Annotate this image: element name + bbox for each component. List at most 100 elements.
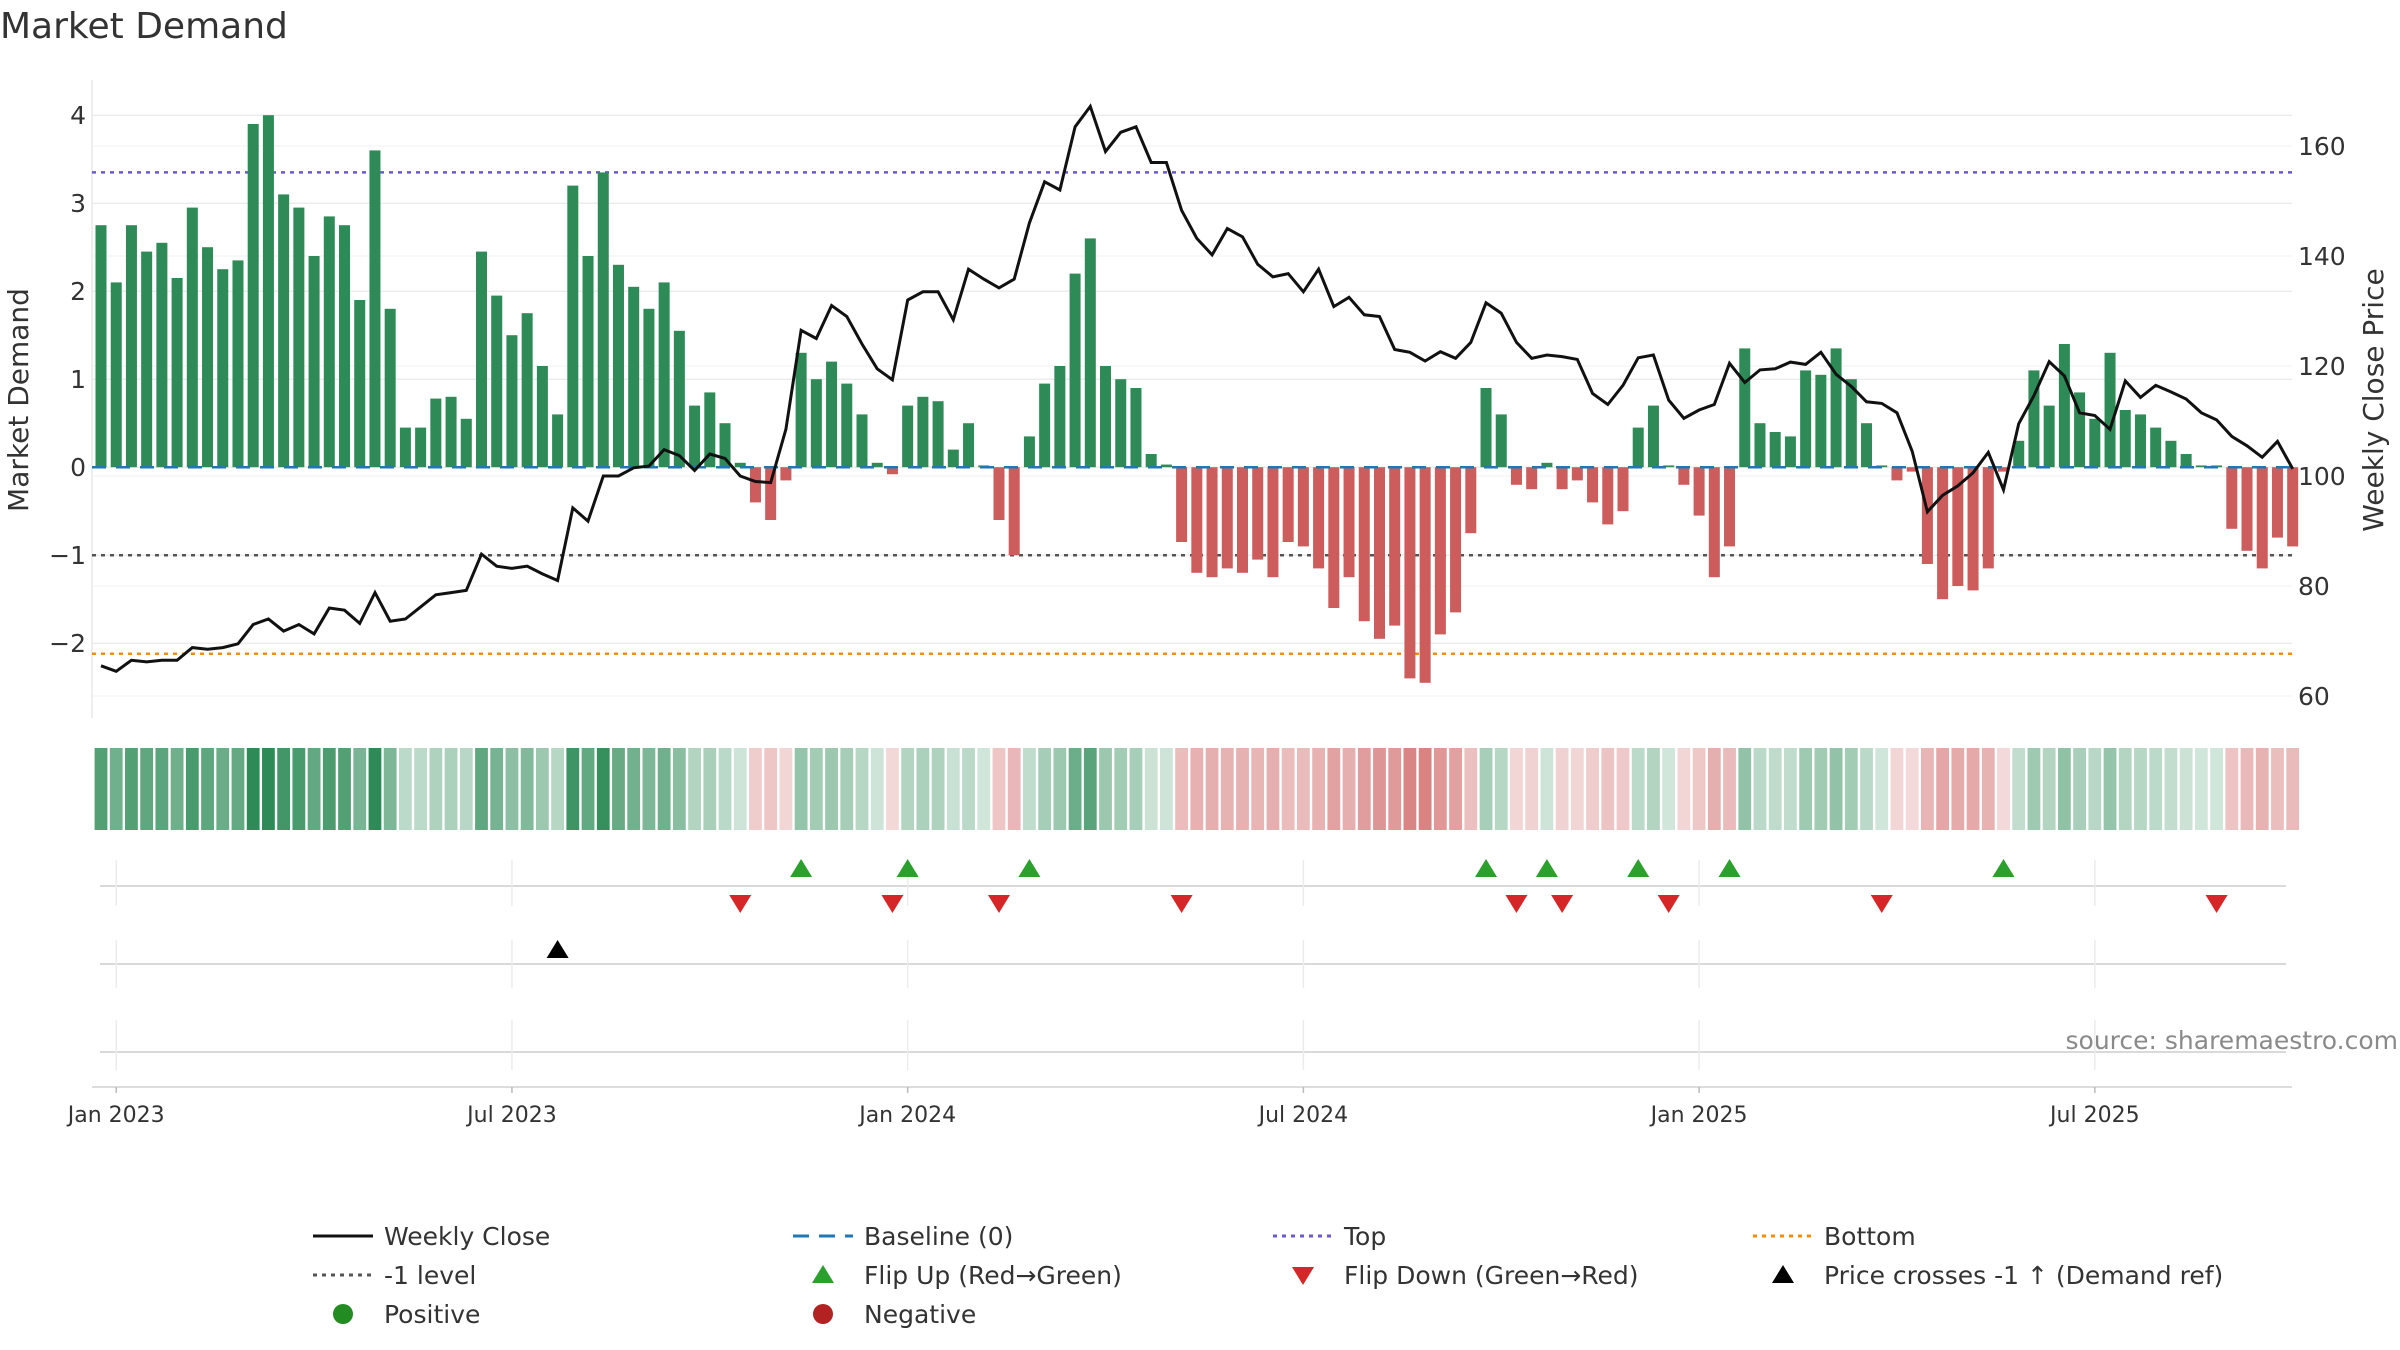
demand-bar (2074, 392, 2086, 468)
demand-bar (963, 423, 975, 468)
demand-bar (1815, 374, 1827, 468)
demand-bar (2165, 440, 2177, 468)
gridlines (92, 114, 2292, 697)
demand-bar (1434, 467, 1446, 635)
heat-cell (1433, 748, 1447, 830)
demand-bar (278, 194, 290, 468)
heat-cell (1829, 748, 1843, 830)
heat-cell (855, 748, 869, 830)
legend-item-top: Top (1273, 1222, 1386, 1251)
heat-cell (2286, 748, 2300, 830)
demand-bar (1054, 366, 1066, 468)
heat-cell (1951, 748, 1965, 830)
heat-cell (2225, 748, 2239, 830)
legend-flip-down-marker (1292, 1267, 1314, 1285)
demand-bar (1389, 467, 1401, 626)
heat-cell (201, 748, 214, 830)
demand-bar (1967, 467, 1979, 591)
demand-bar (1373, 467, 1385, 639)
heat-cell (353, 748, 367, 830)
y-axis-label: Market Demand (2, 288, 35, 512)
heat-cell (1357, 748, 1371, 830)
heat-cell (672, 748, 686, 830)
demand-bar (1526, 467, 1538, 490)
heat-cell (231, 748, 245, 830)
flip-down-marker (1551, 895, 1574, 913)
demand-bar (186, 207, 198, 468)
demand-bar (217, 269, 229, 468)
flip-panel-gridlines (115, 860, 2096, 906)
heat-cell (779, 748, 793, 830)
heat-cell (1144, 748, 1158, 830)
heat-cell (475, 748, 488, 830)
y2-axis-ticks: 60 80 100 120 140 160 (2298, 132, 2346, 711)
x-tick-label: Jan 2025 (1649, 1103, 1748, 1128)
demand-bar (749, 467, 761, 503)
flip-down-marker (1870, 895, 1893, 913)
demand-bar (262, 115, 274, 468)
flip-signal-panel (100, 859, 2286, 913)
heat-cell (2240, 748, 2254, 830)
demand-bar (1160, 464, 1172, 468)
heat-cell (1981, 748, 1995, 830)
demand-bar (460, 418, 472, 468)
heat-cell (2149, 748, 2163, 830)
heat-cell (2164, 748, 2178, 830)
heat-cell (246, 748, 260, 830)
legend-flip-down-label: Flip Down (Green→Red) (1344, 1261, 1639, 1290)
heat-cell (627, 748, 641, 830)
heat-cell (946, 748, 960, 830)
flip-up-marker (1992, 859, 2015, 877)
demand-bar (1708, 467, 1720, 578)
demand-bar (689, 405, 701, 468)
demand-bar (886, 467, 898, 475)
heat-cell (292, 748, 306, 830)
demand-bar (2195, 465, 2207, 468)
heat-cell (809, 748, 823, 830)
heat-cell (1784, 748, 1797, 830)
heat-cell (1510, 748, 1523, 830)
heat-cell (2057, 748, 2071, 830)
demand-bar (1297, 467, 1309, 547)
heat-cell (1099, 748, 1112, 830)
heat-cell (1570, 748, 1584, 830)
demand-bar (1784, 436, 1796, 468)
demand-bar (841, 383, 853, 468)
demand-bar (552, 414, 564, 468)
empty-panel-gridlines (115, 1020, 2096, 1070)
demand-bar (1632, 427, 1644, 468)
weekly-close-line (100, 103, 2295, 673)
price-cross-panel (100, 940, 2286, 988)
heat-cell (1692, 748, 1706, 830)
demand-bar (1069, 273, 1081, 468)
demand-bar (1495, 414, 1507, 468)
heat-cell (1647, 748, 1660, 830)
demand-bar (993, 467, 1005, 520)
legend-item-positive: Positive (333, 1300, 480, 1329)
demand-bar (1754, 423, 1766, 468)
demand-bar (1313, 467, 1325, 569)
legend: Weekly Close Baseline (0) Top Bottom -1 … (313, 1222, 2223, 1329)
x-tick-label: Jan 2024 (857, 1103, 956, 1128)
legend-minus-one-label: -1 level (384, 1261, 476, 1290)
y2-tick-label: 160 (2298, 132, 2346, 161)
heat-cell (2073, 748, 2086, 830)
demand-bar (582, 256, 594, 468)
demand-bar (658, 282, 670, 468)
demand-bar (1647, 405, 1659, 468)
demand-bar (1221, 467, 1233, 569)
heat-cell (733, 748, 747, 830)
heat-cell (1966, 748, 1980, 830)
demand-bar (202, 247, 214, 468)
demand-bar (1510, 467, 1522, 485)
demand-bar (2226, 467, 2238, 529)
heat-cell (1312, 748, 1325, 830)
demand-bar (247, 124, 259, 468)
demand-bar (445, 396, 457, 468)
heat-cell (1616, 748, 1630, 830)
demand-bar (734, 462, 746, 468)
heat-cell (155, 748, 169, 830)
demand-heat-strip (94, 748, 2300, 830)
demand-bar (902, 405, 914, 468)
